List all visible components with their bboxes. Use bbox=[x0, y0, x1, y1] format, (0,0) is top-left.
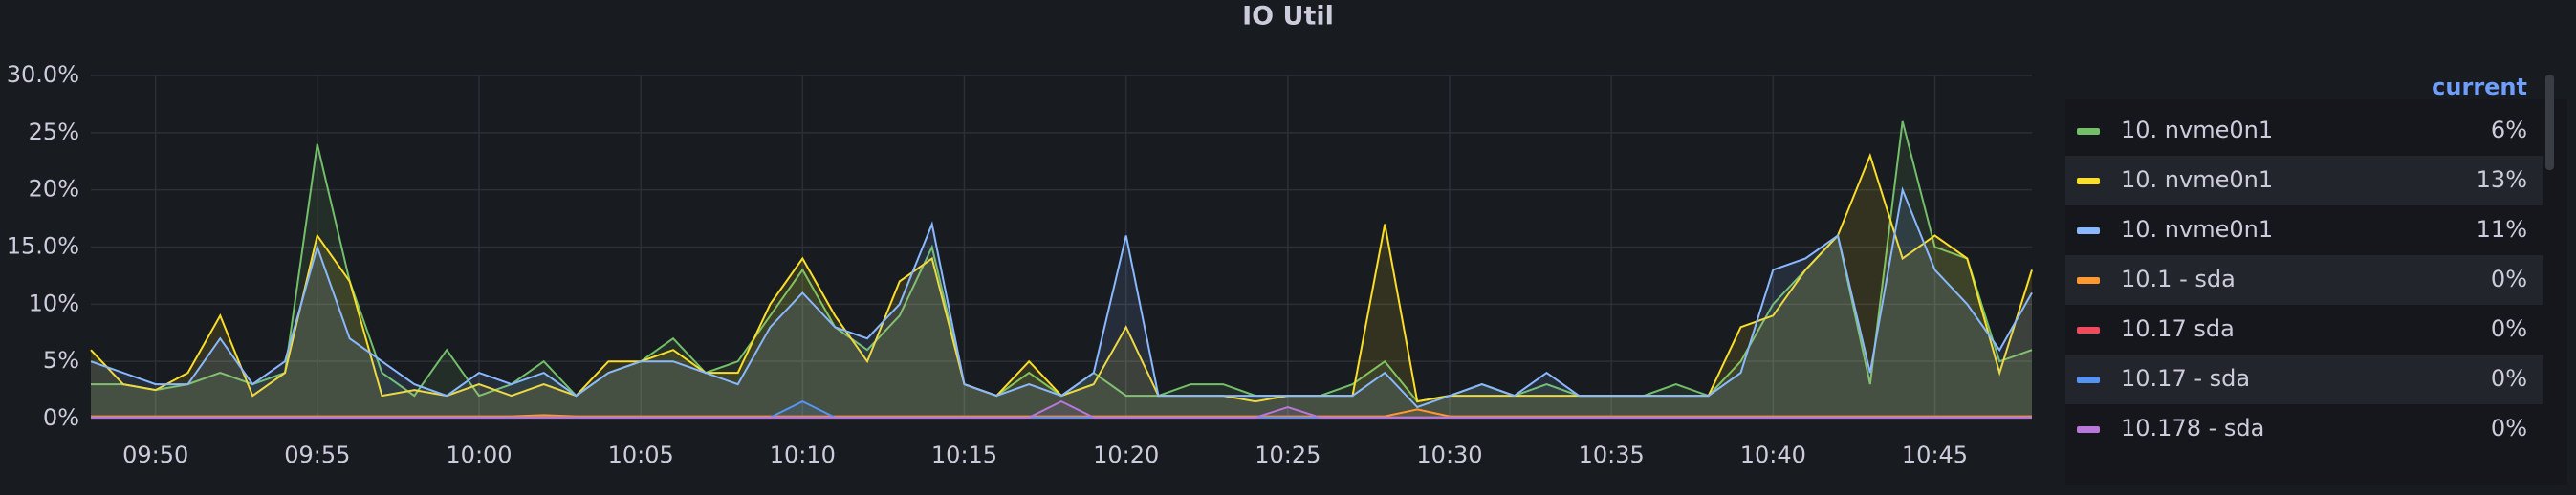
legend-label[interactable]: 10.17 sda bbox=[2121, 315, 2235, 342]
y-tick-label: 20% bbox=[29, 176, 79, 203]
y-tick-label: 5% bbox=[43, 347, 79, 374]
panel-title: IO Util bbox=[1242, 2, 1334, 32]
legend-current: 11% bbox=[2477, 216, 2527, 243]
x-tick-label: 10:00 bbox=[446, 441, 512, 468]
area-fill bbox=[91, 155, 2032, 420]
area-fill bbox=[91, 189, 2032, 419]
legend-swatch[interactable] bbox=[2077, 327, 2100, 334]
x-tick-label: 10:40 bbox=[1740, 441, 1806, 468]
legend-label[interactable]: 10. nvme0n1 bbox=[2121, 216, 2273, 243]
legend-row-bg bbox=[2065, 156, 2543, 205]
legend-row-bg bbox=[2065, 255, 2543, 305]
area-fill bbox=[91, 401, 2032, 419]
legend-row-bg bbox=[2065, 355, 2543, 404]
x-tick-label: 10:10 bbox=[770, 441, 836, 468]
x-tick-label: 09:55 bbox=[284, 441, 350, 468]
legend-swatch[interactable] bbox=[2077, 227, 2100, 234]
legend-swatch[interactable] bbox=[2077, 178, 2100, 184]
legend-swatch[interactable] bbox=[2077, 277, 2100, 284]
x-tick-label: 10:35 bbox=[1579, 441, 1645, 468]
scrollbar[interactable] bbox=[2545, 75, 2554, 170]
y-tick-label: 15.0% bbox=[7, 233, 79, 260]
legend-current: 0% bbox=[2491, 415, 2527, 441]
x-tick-label: 10:20 bbox=[1093, 441, 1159, 468]
legend-swatch[interactable] bbox=[2077, 128, 2100, 135]
x-tick-label: 10:25 bbox=[1255, 441, 1321, 468]
y-tick-label: 0% bbox=[43, 404, 79, 431]
legend-header[interactable]: current bbox=[2432, 74, 2527, 100]
x-tick-label: 09:50 bbox=[122, 441, 188, 468]
y-tick-label: 30.0% bbox=[7, 61, 79, 88]
y-tick-label: 25% bbox=[29, 118, 79, 145]
legend-swatch[interactable] bbox=[2077, 377, 2100, 383]
legend-label[interactable]: 10.1 - sda bbox=[2121, 266, 2236, 292]
x-tick-label: 10:15 bbox=[931, 441, 997, 468]
legend-label[interactable]: 10.17 - sda bbox=[2121, 365, 2250, 392]
x-tick-label: 10:30 bbox=[1416, 441, 1482, 468]
x-tick-label: 10:45 bbox=[1902, 441, 1968, 468]
series-line bbox=[91, 399, 2032, 419]
legend-label[interactable]: 10. nvme0n1 bbox=[2121, 117, 2273, 143]
legend-label[interactable]: 10. nvme0n1 bbox=[2121, 166, 2273, 193]
legend-current: 13% bbox=[2477, 166, 2527, 193]
legend-current: 6% bbox=[2491, 117, 2527, 143]
legend-current: 0% bbox=[2491, 365, 2527, 392]
legend-label[interactable]: 10.178 - sda bbox=[2121, 415, 2264, 441]
legend-current: 0% bbox=[2491, 266, 2527, 292]
x-tick-label: 10:05 bbox=[608, 441, 674, 468]
series-line bbox=[90, 186, 2033, 409]
area-fill bbox=[91, 120, 2032, 420]
legend-current: 0% bbox=[2491, 315, 2527, 342]
y-tick-label: 10% bbox=[29, 290, 79, 316]
series-line bbox=[91, 408, 2032, 418]
legend-swatch[interactable] bbox=[2077, 426, 2100, 433]
